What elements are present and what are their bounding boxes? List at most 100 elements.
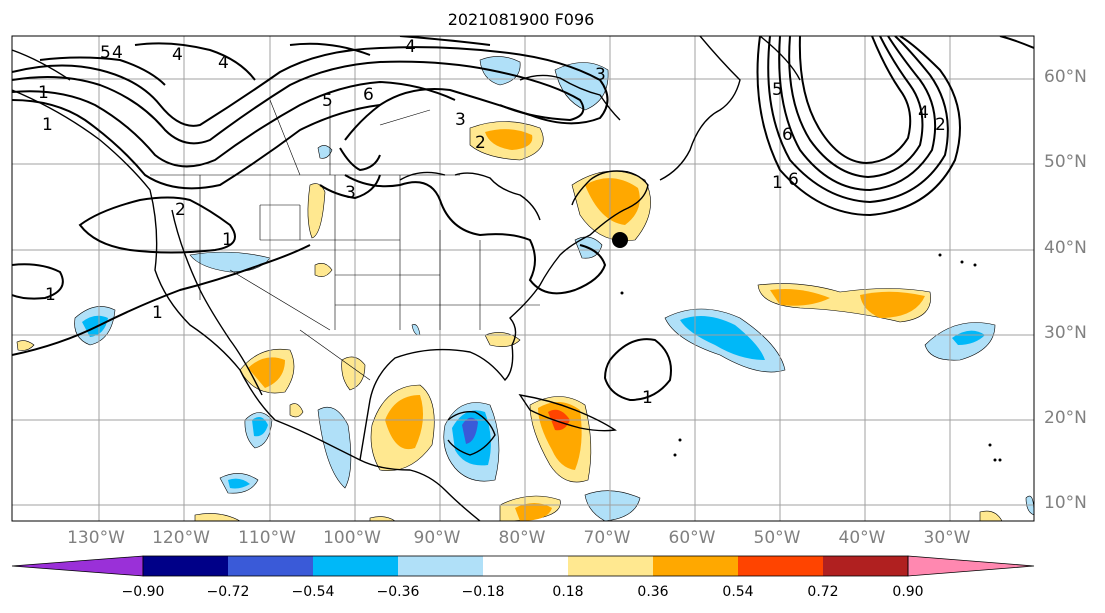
contour-label: 5	[772, 80, 783, 100]
positive-anomaly-core	[538, 401, 582, 470]
negative-anomaly-region	[317, 145, 333, 159]
map-frame	[11, 35, 1035, 522]
contour-lines	[12, 36, 1034, 402]
contour-label: 3	[455, 110, 466, 130]
shaded-anomaly-layer	[16, 56, 1034, 521]
colorbar-segment	[568, 556, 653, 576]
colorbar-tick-label: −0.54	[291, 584, 335, 600]
political-borders	[150, 99, 540, 381]
contour-label: 6	[782, 125, 793, 145]
lon-label: 50°W	[753, 528, 801, 548]
positive-anomaly-region	[16, 340, 35, 351]
colorbar-segment	[907, 555, 1035, 577]
negative-anomaly-core	[252, 416, 268, 437]
positive-anomaly-core	[770, 289, 830, 306]
negative-anomaly-core	[952, 330, 985, 345]
lon-label: 80°W	[498, 528, 546, 548]
negative-anomaly-core	[680, 316, 765, 360]
colorbar-tick-label: 0.90	[892, 584, 924, 600]
contour-label: 1	[38, 83, 49, 103]
colorbar-tick-label: 0.72	[807, 584, 839, 600]
positive-anomaly-region	[369, 516, 396, 521]
colorbar-tick-label: −0.72	[206, 584, 250, 600]
colorbar-tick-label: 0.54	[722, 584, 754, 600]
colorbar-segment	[143, 556, 228, 576]
negative-anomaly-region	[584, 490, 641, 521]
lon-label: 120°W	[152, 528, 210, 548]
contour-label: 4	[218, 53, 229, 73]
positive-anomaly-core	[585, 178, 640, 225]
contour-label: 3	[345, 183, 356, 203]
contour-label: 4	[112, 43, 123, 63]
lat-label: 30°N	[1044, 323, 1087, 343]
lat-label: 40°N	[1044, 238, 1087, 258]
lon-label: 130°W	[67, 528, 125, 548]
positive-anomaly-region	[979, 510, 1003, 521]
positive-anomaly-region	[194, 513, 241, 521]
contour-label: 6	[788, 170, 799, 190]
graticule	[12, 36, 1034, 521]
negative-anomaly-core	[228, 478, 250, 489]
lon-label: 90°W	[413, 528, 461, 548]
contour-label: 2	[935, 115, 946, 135]
map-title: 2021081900 F096	[447, 10, 595, 29]
colorbar-segment	[483, 556, 568, 576]
colorbar-segment	[313, 556, 398, 576]
contour-label: 2	[475, 133, 486, 153]
positive-anomaly-core	[860, 291, 925, 318]
contour-label: 1	[642, 388, 653, 408]
colorbar	[11, 555, 1035, 577]
colorbar-tick-label: −0.90	[121, 584, 165, 600]
contour-label: 6	[363, 85, 374, 105]
negative-anomaly-peak	[462, 417, 478, 444]
colorbar-segment	[398, 556, 483, 576]
contour-label: 2	[175, 200, 186, 220]
positive-anomaly-core	[248, 357, 285, 388]
colorbar-tick-label: 0.36	[637, 584, 669, 600]
lon-label: 100°W	[323, 528, 381, 548]
contour-label: 1	[42, 115, 53, 135]
negative-anomaly-region	[554, 62, 609, 111]
contour-label: 4	[172, 45, 183, 65]
positive-anomaly-core	[485, 129, 533, 150]
lat-label: 10°N	[1044, 493, 1087, 513]
location-marker	[612, 232, 628, 248]
positive-anomaly-region	[341, 356, 366, 391]
contour-label: 4	[918, 103, 929, 123]
colorbar-segment	[228, 556, 313, 576]
positive-anomaly-core	[385, 395, 424, 450]
lon-label: 60°W	[668, 528, 716, 548]
colorbar-tick-label: −0.18	[461, 584, 505, 600]
colorbar-frame	[142, 555, 909, 577]
contour-label: 1	[772, 173, 783, 193]
lon-label: 70°W	[583, 528, 631, 548]
positive-anomaly-core	[515, 503, 552, 521]
lat-label: 60°N	[1044, 67, 1087, 87]
negative-anomaly-region	[189, 251, 271, 273]
positive-anomaly-region	[484, 332, 521, 347]
positive-anomaly-region	[314, 263, 333, 277]
map-background	[12, 36, 1034, 521]
colorbar-segment	[738, 556, 823, 576]
colorbar-tick-label: −0.36	[376, 584, 420, 600]
colorbar-segment	[823, 556, 908, 576]
contour-label-layer: 4 4 6 5 3 4 5 6 4 3 2 1 1 2 5 6 1 1 1 1 …	[38, 37, 946, 408]
island-markers	[620, 253, 1002, 462]
lon-label: 40°W	[838, 528, 886, 548]
lon-label: 30°W	[923, 528, 971, 548]
contour-label: 1	[222, 230, 233, 250]
lon-label: 110°W	[238, 528, 296, 548]
coastlines	[12, 36, 801, 521]
lat-label: 20°N	[1044, 408, 1087, 428]
contour-label: 3	[595, 65, 606, 85]
contour-label: 1	[45, 285, 56, 305]
colorbar-tick-label: 0.18	[552, 584, 584, 600]
contour-label: 4	[405, 37, 416, 57]
contour-label: 5	[322, 91, 333, 111]
colorbar-segment	[653, 556, 738, 576]
colorbar-segment	[11, 555, 144, 577]
positive-anomaly-region	[307, 183, 326, 239]
contour-label: 5	[100, 43, 111, 63]
contour-label: 1	[152, 303, 163, 323]
